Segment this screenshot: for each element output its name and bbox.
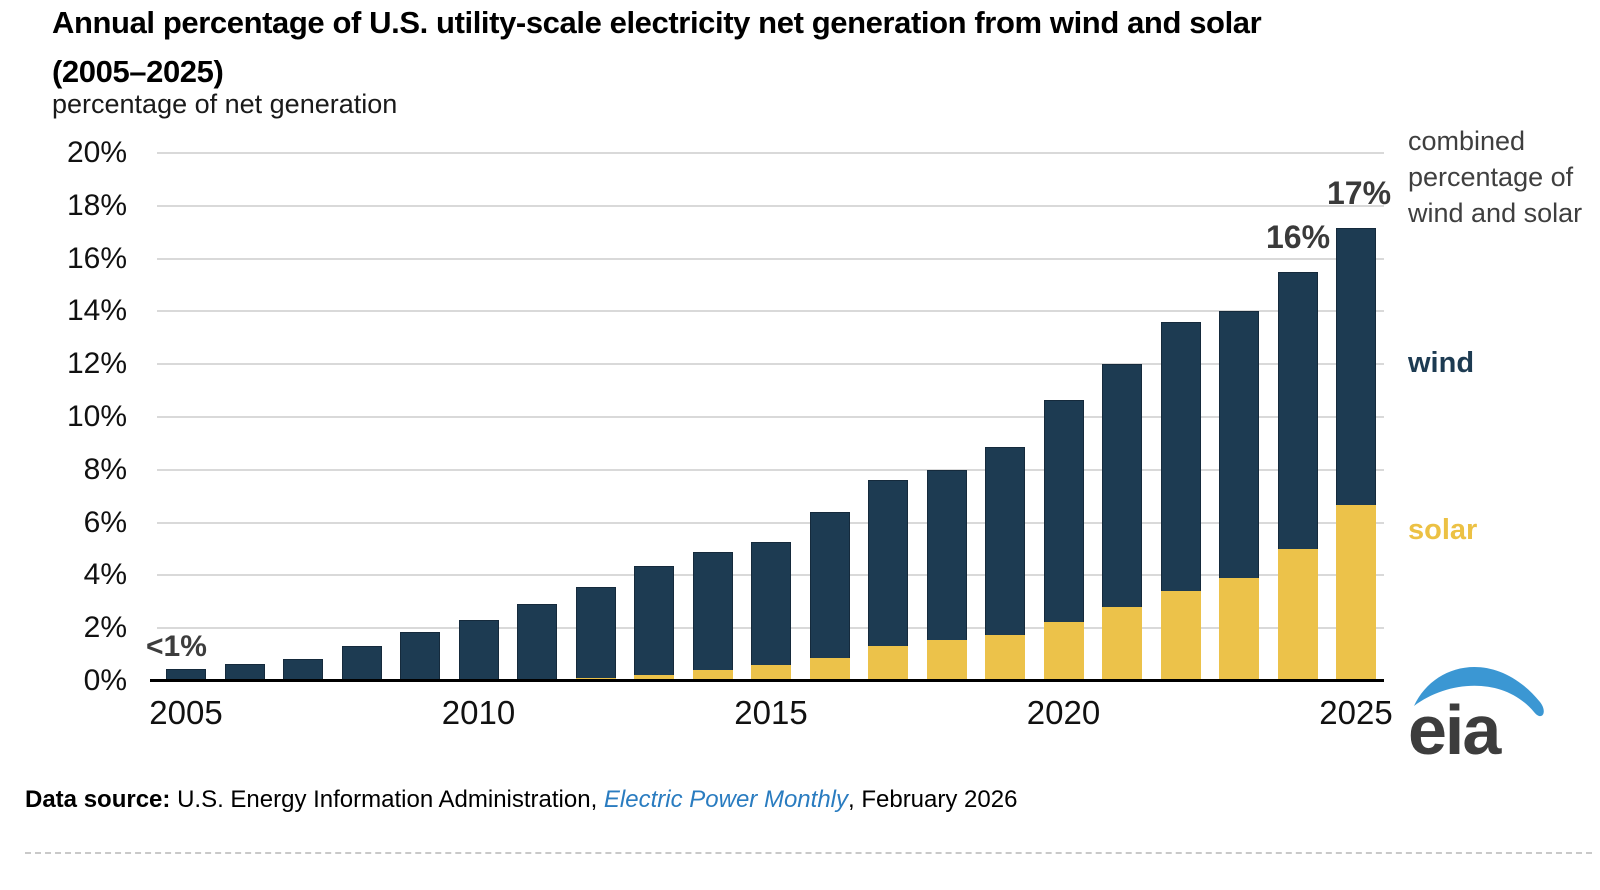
gridline bbox=[157, 152, 1384, 154]
plot-area bbox=[156, 152, 1384, 681]
eia-swoosh-icon bbox=[1414, 666, 1544, 717]
bar-2005-wind-segment bbox=[166, 669, 206, 681]
bar-2024 bbox=[1277, 271, 1318, 681]
x-tick-label: 2005 bbox=[149, 694, 223, 731]
bottom-separator bbox=[25, 852, 1592, 854]
bar-2016-solar-segment bbox=[809, 657, 850, 681]
gridline bbox=[157, 310, 1384, 313]
bar-2008 bbox=[341, 645, 382, 681]
bar-2011-wind-segment bbox=[517, 604, 557, 680]
bar-2024-solar-segment bbox=[1277, 549, 1318, 681]
chart-title-line1: Annual percentage of U.S. utility-scale … bbox=[52, 5, 1262, 40]
y-tick-label: 10% bbox=[66, 400, 127, 433]
bar-2015-wind-segment bbox=[751, 541, 791, 665]
gridline bbox=[157, 257, 1384, 260]
x-tick-label: 2020 bbox=[1026, 694, 1101, 731]
value-label-2024: 16% bbox=[1265, 219, 1331, 255]
chart-subtitle: percentage of net generation bbox=[52, 89, 398, 119]
y-tick-label: 6% bbox=[83, 505, 127, 539]
bar-2014-solar-segment bbox=[692, 669, 733, 681]
y-tick-label: 14% bbox=[66, 294, 127, 328]
electric-power-monthly-link[interactable]: Electric Power Monthly bbox=[603, 786, 848, 813]
bar-2013-wind-segment bbox=[634, 565, 674, 675]
chart-title-line2: (2005–2025) bbox=[52, 54, 224, 89]
x-tick-label: 2025 bbox=[1319, 694, 1393, 731]
bar-2012-wind-segment bbox=[575, 586, 616, 679]
gridline bbox=[157, 468, 1384, 471]
bar-2008-wind-segment bbox=[341, 645, 382, 681]
bar-2009-wind-segment bbox=[400, 631, 440, 681]
bar-2019 bbox=[985, 447, 1025, 681]
x-tick-label: 2015 bbox=[734, 694, 808, 731]
bar-2009 bbox=[400, 631, 440, 681]
gridline bbox=[157, 363, 1384, 366]
bar-2024-wind-segment bbox=[1277, 271, 1318, 549]
bar-2016-wind-segment bbox=[809, 512, 850, 658]
bar-2021-wind-segment bbox=[1102, 364, 1142, 608]
y-tick-label: 18% bbox=[66, 188, 127, 222]
bar-2016 bbox=[809, 512, 850, 681]
bar-2020-solar-segment bbox=[1043, 621, 1084, 681]
bar-2015 bbox=[751, 541, 791, 681]
bar-2025-solar-segment bbox=[1336, 505, 1376, 681]
bar-2014-wind-segment bbox=[692, 552, 733, 670]
legend-combined-label: combined percentage of wind and solar bbox=[1408, 126, 1583, 228]
bar-2022-solar-segment bbox=[1160, 591, 1201, 681]
bar-2010 bbox=[458, 620, 499, 681]
y-tick-label: 4% bbox=[83, 558, 127, 592]
bar-2006-wind-segment bbox=[224, 663, 265, 681]
y-tick-label: 12% bbox=[66, 347, 127, 381]
y-tick-label: 16% bbox=[66, 241, 127, 275]
legend-wind-label: wind bbox=[1408, 347, 1475, 379]
bar-2023 bbox=[1219, 311, 1259, 681]
bar-2007 bbox=[283, 658, 323, 681]
y-tick-label: 8% bbox=[83, 452, 127, 486]
bar-2018 bbox=[926, 469, 967, 681]
bar-2010-wind-segment bbox=[458, 620, 499, 681]
bar-2018-solar-segment bbox=[926, 640, 967, 681]
gridline bbox=[157, 204, 1384, 207]
bar-2012 bbox=[575, 586, 616, 681]
bar-2013 bbox=[634, 565, 674, 681]
bar-2022-wind-segment bbox=[1160, 321, 1201, 592]
bar-2023-wind-segment bbox=[1219, 311, 1259, 579]
x-tick-label: 2010 bbox=[441, 694, 516, 731]
bar-2020 bbox=[1043, 399, 1084, 681]
eia-logo-text: eia bbox=[1408, 691, 1502, 762]
value-label-2025: 17% bbox=[1326, 175, 1392, 211]
bar-2019-wind-segment bbox=[985, 447, 1025, 635]
bar-2007-wind-segment bbox=[283, 658, 323, 681]
bar-2023-solar-segment bbox=[1219, 578, 1259, 681]
bar-2017-wind-segment bbox=[868, 479, 908, 647]
x-axis-line bbox=[150, 679, 1384, 682]
bar-2013-solar-segment bbox=[634, 674, 674, 681]
y-tick-label: 0% bbox=[83, 664, 127, 697]
bar-2017-solar-segment bbox=[868, 646, 908, 681]
legend-solar-label: solar bbox=[1408, 514, 1478, 546]
bar-2020-wind-segment bbox=[1043, 399, 1084, 622]
gridline bbox=[157, 416, 1384, 418]
bar-2015-solar-segment bbox=[751, 664, 791, 681]
gridline bbox=[157, 521, 1384, 524]
bar-2022 bbox=[1160, 321, 1201, 681]
bar-2021-solar-segment bbox=[1102, 607, 1142, 681]
bar-2019-solar-segment bbox=[985, 634, 1025, 681]
data-source-text: U.S. Energy Information Administration, bbox=[177, 786, 598, 813]
bar-2025-wind-segment bbox=[1336, 228, 1376, 506]
bar-2011 bbox=[517, 604, 557, 681]
bar-2017 bbox=[868, 479, 908, 681]
data-source-suffix: , February 2026 bbox=[848, 786, 1018, 813]
data-source: Data source: U.S. Energy Information Adm… bbox=[25, 786, 1017, 814]
bar-2025 bbox=[1336, 228, 1376, 681]
bar-2018-wind-segment bbox=[926, 469, 967, 641]
y-tick-label: 20% bbox=[66, 136, 127, 169]
eia-logo: eia bbox=[1408, 666, 1544, 762]
data-source-label: Data source: bbox=[25, 786, 171, 813]
y-tick-label: 2% bbox=[83, 611, 127, 645]
bar-2014 bbox=[692, 552, 733, 681]
bar-2021 bbox=[1102, 364, 1142, 681]
less-than-one-percent-label: <1% bbox=[146, 630, 207, 663]
